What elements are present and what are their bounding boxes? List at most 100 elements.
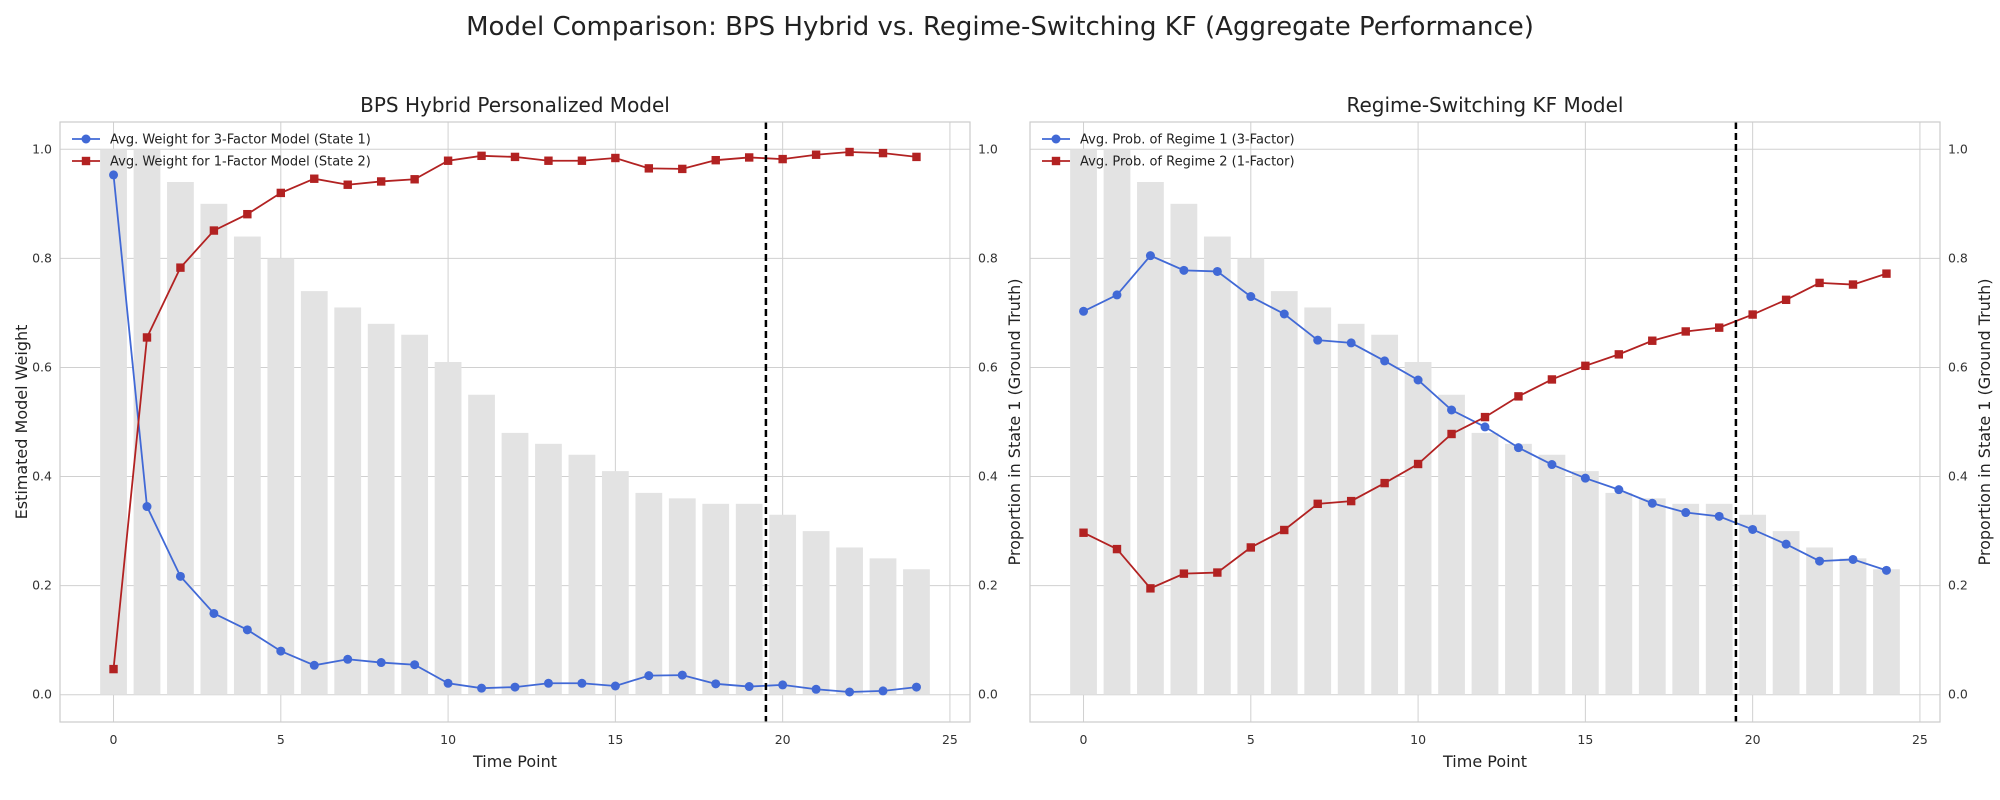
series-0-point xyxy=(845,687,855,697)
panel-title: Regime-Switching KF Model xyxy=(1347,93,1624,117)
ground-truth-bar xyxy=(702,503,730,695)
series-0-point xyxy=(242,625,252,635)
series-0-point xyxy=(109,170,119,180)
legend: Avg. Prob. of Regime 1 (3-Factor) Avg. Pr… xyxy=(1042,133,1295,170)
panel-bps-hybrid: 0 5 10 15 20 25 0.0 0.2 0.4 0.6 0.8 1.0 0.0 0.2 0.4 0.6… xyxy=(12,93,1024,771)
series-1-point xyxy=(1714,323,1724,332)
series-1-point xyxy=(410,175,419,184)
y-tick-label: 0.8 xyxy=(32,250,52,265)
ground-truth-bar xyxy=(167,182,194,695)
ground-truth-bar xyxy=(401,334,429,695)
series-0-point xyxy=(1112,290,1122,300)
series-1-point xyxy=(1514,392,1523,401)
series-1-point xyxy=(577,156,587,165)
series-0-point xyxy=(911,682,921,692)
series-1-point xyxy=(109,664,118,674)
series-1-point xyxy=(1748,310,1757,319)
y-tick-label: 0.6 xyxy=(32,359,52,374)
x-axis-label: Time Point xyxy=(472,752,557,771)
series-1-point xyxy=(1346,496,1356,506)
series-0-point xyxy=(811,684,821,694)
panel-title: BPS Hybrid Personalized Model xyxy=(360,93,670,117)
ground-truth-bar xyxy=(1170,203,1198,695)
y-right-tick-label: 0.4 xyxy=(978,469,998,484)
series-0-point xyxy=(477,683,487,693)
ground-truth-bar xyxy=(200,203,228,695)
series-0-point xyxy=(1480,422,1490,432)
series-0-point xyxy=(1614,485,1624,495)
legend-label: Avg. Prob. of Regime 2 (1-Factor) xyxy=(1080,155,1295,170)
ground-truth-bar xyxy=(1438,394,1465,695)
series-1-point xyxy=(209,226,219,235)
series-0-point xyxy=(1513,443,1523,453)
y-right-axis-label: Proportion in State 1 (Ground Truth) xyxy=(1975,279,1994,566)
y-right-tick-label: 0.8 xyxy=(978,250,998,265)
series-0-point xyxy=(1580,473,1590,483)
series-1-point xyxy=(1112,544,1122,554)
ground-truth-bar xyxy=(334,307,362,695)
series-1-point xyxy=(811,150,821,159)
y-right-tick-label: 0.0 xyxy=(1948,687,1968,702)
series-1-point xyxy=(845,147,854,157)
series-1-point xyxy=(1146,584,1155,593)
x-tick-label: 25 xyxy=(942,732,958,747)
ground-truth-bar xyxy=(1806,547,1833,695)
series-0-point xyxy=(343,654,353,664)
series-1-point xyxy=(1681,327,1690,336)
legend-marker xyxy=(81,156,91,166)
y-right-axis-label: Proportion in State 1 (Ground Truth) xyxy=(1005,279,1024,566)
series-1-point xyxy=(912,152,921,162)
x-tick-label: 0 xyxy=(110,732,118,747)
series-0-point xyxy=(1179,265,1189,275)
y-right-tick-label: 0.2 xyxy=(978,578,998,593)
y-tick-label: 0.4 xyxy=(32,469,52,484)
y-right-tick-label: 1.0 xyxy=(1948,141,1968,156)
series-1-point xyxy=(1179,569,1189,578)
y-axis-label: Estimated Model Weight xyxy=(12,325,31,520)
ground-truth-bar xyxy=(535,443,562,695)
series-1-point xyxy=(1413,459,1423,469)
series-0-point xyxy=(1079,306,1089,316)
series-0-point xyxy=(376,658,386,668)
ground-truth-bar xyxy=(1203,236,1231,695)
series-1-point xyxy=(1648,336,1657,345)
series-1-point xyxy=(343,180,352,189)
series-0-point xyxy=(1647,498,1657,508)
ground-truth-bar xyxy=(1839,558,1867,695)
ground-truth-bar xyxy=(1371,334,1399,695)
series-0-point xyxy=(1881,565,1891,575)
series-1-point xyxy=(376,177,386,186)
ground-truth-bar xyxy=(100,149,127,695)
series-1-point xyxy=(611,153,620,163)
ground-truth-bar xyxy=(1237,258,1265,695)
x-tick-label: 10 xyxy=(1410,732,1426,747)
series-0-point xyxy=(1748,524,1758,534)
series-0-point xyxy=(410,660,420,670)
series-1-point xyxy=(544,156,553,165)
series-0-point xyxy=(1380,356,1390,366)
ground-truth-bar xyxy=(300,291,328,695)
ground-truth-bar xyxy=(367,323,395,695)
series-0-point xyxy=(1547,460,1557,470)
series-0-point xyxy=(1781,539,1791,549)
series-0-point xyxy=(443,678,453,688)
series-1-point xyxy=(1882,269,1891,278)
x-tick-label: 5 xyxy=(1247,732,1255,747)
ground-truth-bar xyxy=(903,569,930,695)
series-0-point xyxy=(1145,251,1155,261)
ground-truth-bar xyxy=(267,258,295,695)
x-tick-label: 15 xyxy=(1577,732,1593,747)
series-0-point xyxy=(1212,266,1222,276)
series-1-point xyxy=(477,151,486,161)
ground-truth-bar xyxy=(1505,443,1532,695)
series-0-point xyxy=(1815,556,1825,566)
y-right-tick-label: 0.6 xyxy=(1948,359,1968,374)
ground-truth-bar xyxy=(869,558,897,695)
y-tick-label: 0.0 xyxy=(32,687,52,702)
plot-frame xyxy=(59,121,971,723)
x-tick-label: 0 xyxy=(1080,732,1088,747)
series-0-point xyxy=(878,686,888,696)
ground-truth-bar xyxy=(1672,503,1700,695)
legend-label: Avg. Weight for 3-Factor Model (State 1) xyxy=(110,133,371,148)
